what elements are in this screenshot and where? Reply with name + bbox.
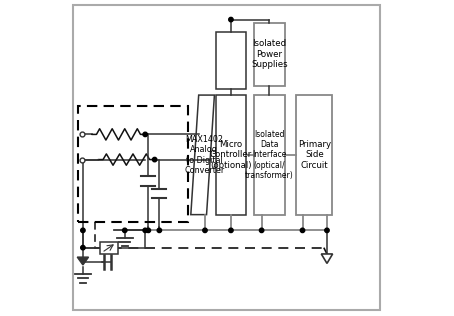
Bar bbox=[296, 95, 332, 215]
Bar bbox=[216, 32, 246, 89]
Circle shape bbox=[143, 132, 148, 137]
Polygon shape bbox=[191, 95, 214, 215]
Circle shape bbox=[325, 228, 329, 233]
Text: Primary
Side
Circuit: Primary Side Circuit bbox=[298, 140, 331, 170]
Circle shape bbox=[259, 228, 264, 233]
Bar bbox=[216, 95, 246, 215]
Circle shape bbox=[81, 246, 85, 250]
Circle shape bbox=[157, 228, 162, 233]
Circle shape bbox=[203, 228, 207, 233]
Bar bbox=[254, 23, 285, 86]
Circle shape bbox=[123, 228, 127, 233]
Circle shape bbox=[81, 228, 85, 233]
Polygon shape bbox=[77, 257, 89, 265]
Polygon shape bbox=[321, 254, 333, 264]
Circle shape bbox=[229, 17, 233, 22]
Circle shape bbox=[229, 228, 233, 233]
Text: Micro
Controller
(optional): Micro Controller (optional) bbox=[210, 140, 252, 170]
Text: Isolated
Data
Interface
(optical/
transformer): Isolated Data Interface (optical/ transf… bbox=[245, 130, 294, 180]
Circle shape bbox=[153, 157, 157, 162]
Text: MAX1402
Analog
to Digital
Converter: MAX1402 Analog to Digital Converter bbox=[184, 135, 224, 175]
Bar bbox=[100, 242, 118, 254]
Circle shape bbox=[300, 228, 305, 233]
Bar bbox=[254, 95, 285, 215]
Bar bbox=[78, 106, 188, 222]
Text: Isolated
Power
Supplies: Isolated Power Supplies bbox=[251, 39, 288, 69]
Circle shape bbox=[146, 228, 151, 233]
Circle shape bbox=[143, 228, 148, 233]
